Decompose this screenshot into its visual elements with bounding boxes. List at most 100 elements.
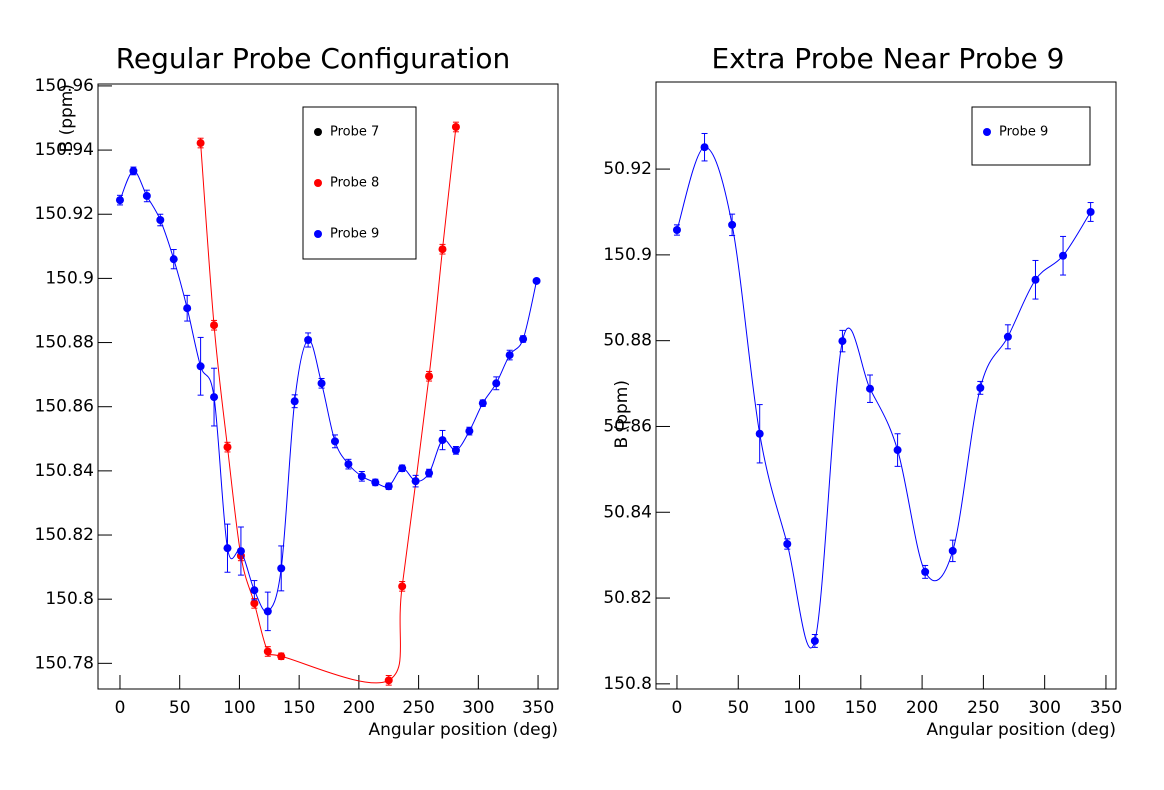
data-point [223, 544, 232, 553]
data-point [250, 599, 259, 608]
data-point [451, 122, 460, 131]
data-point [728, 220, 737, 229]
data-point [438, 245, 447, 254]
data-point [438, 436, 447, 445]
data-point [115, 196, 124, 205]
data-point [672, 225, 681, 234]
data-point [948, 546, 957, 555]
data-point [304, 335, 313, 344]
data-point [1031, 275, 1040, 284]
x-tick-label: 100 [783, 698, 815, 718]
y-tick-label: 150.96 [35, 76, 94, 96]
x-axis-label: Angular position (deg) [368, 720, 558, 740]
y-tick-label: 150.84 [35, 461, 94, 481]
data-point [755, 429, 764, 438]
legend-marker [314, 230, 322, 238]
data-point [783, 540, 792, 549]
data-point [384, 676, 393, 685]
y-tick-label: 150.8 [603, 674, 652, 694]
data-point [223, 443, 232, 452]
legend-marker [983, 128, 991, 136]
y-axis-label: B (ppm) [57, 84, 77, 152]
data-point [532, 276, 541, 285]
y-tick-label: 150.88 [35, 333, 94, 353]
y-tick-label: 150.92 [35, 204, 94, 224]
data-point [451, 446, 460, 455]
y-tick-label: 150.9 [603, 245, 652, 265]
data-point [142, 191, 151, 200]
legend-label: Probe 9 [330, 227, 379, 242]
data-point [700, 143, 709, 152]
data-point [384, 482, 393, 491]
x-tick-label: 50 [727, 698, 749, 718]
data-point [290, 397, 299, 406]
data-point [250, 586, 259, 595]
x-tick-label: 250 [967, 698, 999, 718]
x-tick-label: 50 [169, 698, 191, 718]
y-tick-label: 50.86 [603, 416, 652, 436]
data-point [921, 567, 930, 576]
x-tick-label: 0 [115, 698, 126, 718]
y-tick-label: 150.82 [35, 525, 94, 545]
data-point [425, 469, 434, 478]
x-tick-label: 150 [845, 698, 877, 718]
plot-frame [97, 83, 559, 690]
data-point [196, 139, 205, 148]
data-point [976, 383, 985, 392]
data-point [196, 362, 205, 371]
legend-label: Probe 8 [330, 176, 379, 191]
x-tick-label: 100 [223, 698, 255, 718]
y-tick-label: 50.82 [603, 588, 652, 608]
plot-area [115, 121, 541, 686]
data-point [1059, 251, 1068, 260]
data-point [505, 351, 514, 360]
x-tick-label: 350 [522, 698, 554, 718]
data-point [357, 472, 366, 481]
data-point [344, 460, 353, 469]
data-point [492, 379, 501, 388]
x-tick-label: 300 [462, 698, 494, 718]
x-tick-label: 200 [343, 698, 375, 718]
x-tick-label: 0 [672, 698, 683, 718]
data-point [263, 647, 272, 656]
data-point [893, 446, 902, 455]
y-tick-label: 150.94 [35, 140, 94, 160]
data-point [236, 547, 245, 556]
y-tick-label: 50.92 [603, 159, 652, 179]
plot-area [672, 132, 1095, 649]
legend-marker [314, 179, 322, 187]
data-point [411, 477, 420, 486]
data-point [810, 636, 819, 645]
y-tick-label: 150.78 [35, 653, 94, 673]
legend-label: Probe 7 [330, 125, 379, 140]
data-point [277, 652, 286, 661]
data-point [371, 478, 380, 487]
legend-marker [314, 128, 322, 136]
data-point [398, 582, 407, 591]
data-point [838, 337, 847, 346]
y-tick-label: 150.9 [45, 268, 94, 288]
data-point [1003, 332, 1012, 341]
data-point [263, 607, 272, 616]
y-tick-label: 150.86 [35, 397, 94, 417]
chart-title: Regular Probe Configuration [116, 42, 511, 75]
x-axis-label: Angular position (deg) [926, 720, 1116, 740]
chart-title: Extra Probe Near Probe 9 [711, 42, 1064, 75]
data-point [210, 321, 219, 330]
series-line [676, 146, 1092, 649]
data-point [519, 335, 528, 344]
data-point [465, 427, 474, 436]
x-tick-label: 300 [1028, 698, 1060, 718]
data-point [183, 304, 192, 313]
data-point [1086, 207, 1095, 216]
data-point [425, 372, 434, 381]
data-point [156, 216, 165, 225]
data-point [398, 464, 407, 473]
data-point [277, 564, 286, 573]
y-tick-label: 50.88 [603, 331, 652, 351]
y-tick-label: 50.84 [603, 502, 652, 522]
data-point [169, 255, 178, 264]
x-tick-label: 250 [402, 698, 434, 718]
